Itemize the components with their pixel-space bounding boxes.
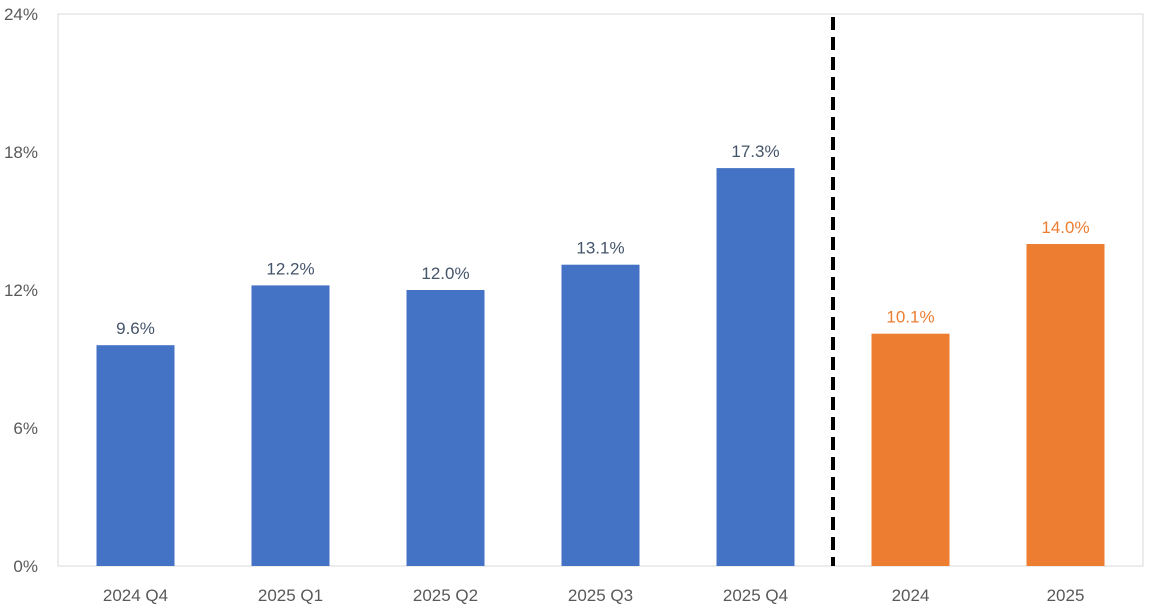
bar-value-label: 12.2% <box>266 259 314 278</box>
bar <box>716 168 795 566</box>
bar-value-label: 10.1% <box>886 308 934 327</box>
y-tick-label: 0% <box>13 557 38 576</box>
x-tick-label: 2025 <box>1047 586 1085 605</box>
y-tick-label: 6% <box>13 419 38 438</box>
x-tick-label: 2025 Q3 <box>568 586 633 605</box>
y-axis: 0% 6% 12% 18% 24% <box>4 5 38 576</box>
bar-value-label: 9.6% <box>116 319 155 338</box>
y-tick-label: 12% <box>4 281 38 300</box>
bar <box>871 333 950 566</box>
data-labels: 9.6% 12.2% 12.0% 13.1% 17.3% 10.1% 14.0% <box>116 142 1089 338</box>
x-axis: 2024 Q4 2025 Q1 2025 Q2 2025 Q3 2025 Q4 2024 2… <box>103 586 1085 605</box>
bar <box>561 264 640 566</box>
x-tick-label: 2025 Q2 <box>413 586 478 605</box>
y-tick-label: 24% <box>4 5 38 24</box>
x-tick-label: 2025 Q4 <box>723 586 788 605</box>
bar <box>96 345 175 566</box>
bar-value-label: 14.0% <box>1041 218 1089 237</box>
bar <box>251 285 330 566</box>
bar <box>1026 244 1105 566</box>
bar-value-label: 17.3% <box>731 142 779 161</box>
bar <box>406 290 485 566</box>
bar-value-label: 12.0% <box>421 264 469 283</box>
bar-value-label: 13.1% <box>576 239 624 258</box>
y-tick-label: 18% <box>4 143 38 162</box>
x-tick-label: 2025 Q1 <box>258 586 323 605</box>
x-tick-label: 2024 <box>892 586 930 605</box>
x-tick-label: 2024 Q4 <box>103 586 168 605</box>
bars <box>96 168 1105 566</box>
